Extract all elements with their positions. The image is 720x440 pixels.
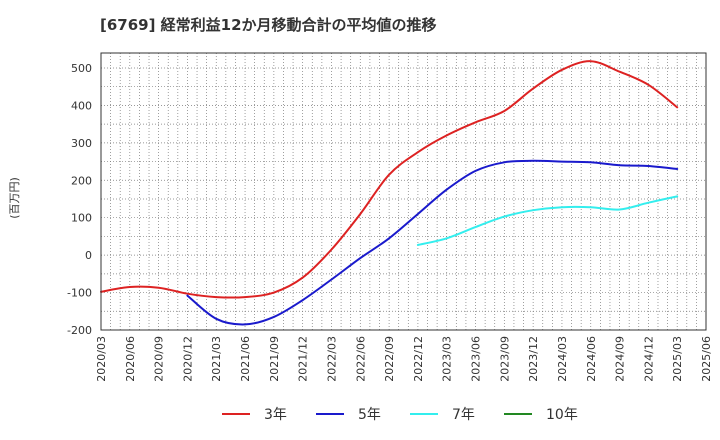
chart-title: [6769] 経常利益12か月移動合計の平均値の推移 [100,16,437,34]
legend-label-2: 5年 [358,407,381,423]
plot-area [100,52,707,331]
x-tick-label: 2025/06 [700,336,713,382]
y-tick-label: 500 [71,62,92,75]
x-tick-label: 2022/09 [383,336,396,382]
y-tick-label: 0 [85,249,92,262]
y-tick-label: 100 [71,212,92,225]
legend: 3年 5年 7年 10年 [222,407,578,423]
x-tick-label: 2022/12 [412,336,425,382]
series-line-1 [100,60,679,299]
x-tick-label: 2021/09 [268,336,281,382]
legend-label-4: 10年 [546,407,578,423]
x-tick-label: 2020/12 [181,336,194,382]
y-axis-label: (百万円) [8,177,21,219]
x-tick-label: 2023/09 [498,336,511,382]
legend-label-3: 7年 [452,407,475,423]
x-tick-label: 2024/06 [585,336,598,382]
x-tick-label: 2020/06 [124,336,137,382]
x-tick-label: 2025/03 [671,336,684,382]
y-axis-ticks: -200 -100 0 100 200 300 400 500 [67,62,92,337]
x-tick-label: 2023/03 [441,336,454,382]
x-tick-label: 2020/09 [153,336,166,382]
x-axis-ticks: 2020/03 2020/06 2020/09 2020/12 2021/03 2021/… [95,336,713,382]
x-tick-label: 2024/12 [642,336,655,382]
x-tick-label: 2020/03 [95,336,108,382]
series-line-2 [186,159,679,326]
x-tick-label: 2023/12 [527,336,540,382]
x-tick-label: 2021/12 [297,336,310,382]
x-tick-label: 2023/06 [470,336,483,382]
x-tick-label: 2021/06 [239,336,252,382]
y-tick-label: -100 [67,287,92,300]
series-layer [100,60,679,326]
grid [100,53,707,331]
y-tick-label: -200 [67,324,92,337]
x-tick-label: 2024/03 [556,336,569,382]
plot-background [101,53,706,330]
y-tick-label: 200 [71,174,92,187]
x-tick-label: 2022/03 [325,336,338,382]
x-tick-label: 2024/09 [614,336,627,382]
plot-frame [100,52,707,331]
series-line-3 [416,195,679,246]
legend-label-1: 3年 [264,407,287,423]
x-tick-label: 2021/03 [210,336,223,382]
y-tick-label: 300 [71,137,92,150]
y-tick-label: 400 [71,99,92,112]
x-tick-label: 2022/06 [354,336,367,382]
